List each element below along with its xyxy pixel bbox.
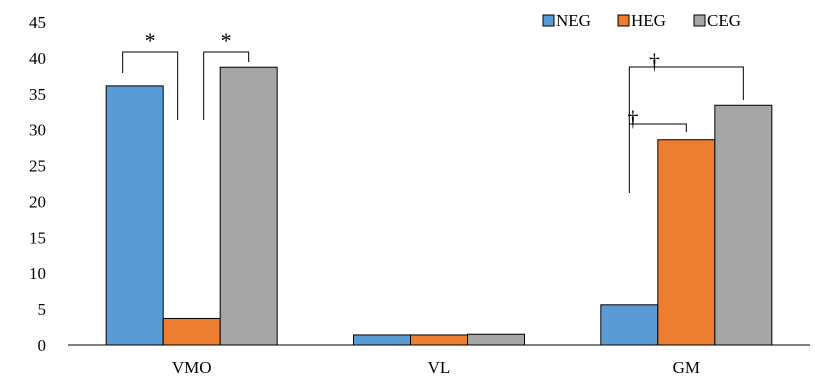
y-tick-label: 20 [29, 192, 46, 211]
bar-ceg-vl [467, 333, 525, 346]
bar-heg-vl [410, 334, 468, 346]
legend-label-heg: HEG [631, 11, 666, 30]
legend: NEG HEG CEG [542, 11, 741, 30]
significance-bracket [628, 66, 744, 124]
significance-annotations: * * † † [122, 28, 744, 193]
y-tick-label: 40 [29, 49, 46, 68]
significance-bracket [122, 51, 179, 120]
y-axis: 0 5 10 15 20 25 30 35 40 45 [29, 13, 46, 355]
x-category-label: GM [673, 358, 700, 377]
significance-bracket [203, 51, 250, 120]
bar-heg-vmo [162, 317, 221, 346]
y-tick-label: 30 [29, 121, 46, 140]
significance-marker: * [145, 28, 156, 53]
y-tick-label: 35 [29, 85, 46, 104]
bars [105, 66, 773, 346]
legend-label-neg: NEG [556, 11, 591, 30]
significance-marker: † [627, 106, 638, 131]
significance-marker: * [221, 28, 232, 53]
y-tick-label: 45 [29, 13, 46, 32]
significance-marker: † [649, 49, 660, 74]
legend-label-ceg: CEG [707, 11, 741, 30]
legend-swatch-neg [542, 14, 555, 27]
significance-bracket [628, 123, 687, 193]
legend-swatch-ceg [693, 14, 706, 27]
bar-ceg-vmo [219, 66, 278, 346]
y-tick-label: 0 [38, 336, 47, 355]
x-category-label: VL [428, 358, 451, 377]
legend-swatch-heg [617, 14, 630, 27]
bar-ceg-gm [714, 104, 773, 346]
bar-neg-vmo [105, 85, 164, 346]
y-tick-label: 10 [29, 264, 46, 283]
y-tick-label: 25 [29, 157, 46, 176]
y-tick-label: 15 [29, 228, 46, 247]
bar-neg-gm [600, 304, 659, 346]
bar-neg-vl [353, 334, 411, 346]
bar-heg-gm [657, 139, 716, 346]
x-category-label: VMO [172, 358, 212, 377]
x-axis: VMO VL GM [68, 344, 810, 377]
y-tick-label: 5 [38, 300, 47, 319]
